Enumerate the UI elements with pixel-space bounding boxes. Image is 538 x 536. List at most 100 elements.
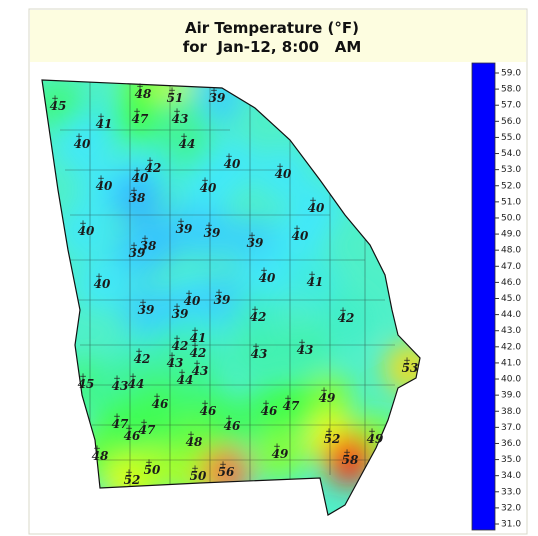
colorbar-tick-label: 50.0 [501,213,521,223]
station-value: 42 [145,161,162,175]
station-value: 53 [402,361,419,375]
station-marker: + [139,298,147,308]
station-marker: + [298,338,306,348]
station-marker: + [252,342,260,352]
station-marker: + [343,448,351,458]
station-marker: + [225,414,233,424]
station-value: 40 [184,294,201,308]
heat-blob [233,328,285,380]
station-value: 49 [319,391,336,405]
station-value: 51 [167,91,184,105]
station-value: 44 [177,373,194,387]
station-marker: + [185,289,193,299]
station-value: 43 [172,112,189,126]
heat-blob [182,162,234,214]
station-marker: + [97,174,105,184]
station-value: 45 [50,99,67,113]
station-value: 47 [139,423,156,437]
heat-blob [257,148,309,200]
station-marker: + [51,94,59,104]
station-value: 44 [128,377,145,391]
colorbar-ticks: 59.0 58.0 57.0 56.0 55.0 54.0 53.0 52.0 51.0 50.0… [495,69,521,530]
station-marker: + [320,386,328,396]
station-value: 40 [275,167,292,181]
station-marker: + [309,196,317,206]
station-labels: +45+48 +51 +39+41+47 +43+40 +44+40+42+40+40+… [50,82,419,487]
colorbar-tick-label: 58.0 [501,85,521,95]
station-value: 46 [224,419,241,433]
station-value: 47 [283,399,300,413]
station-marker: + [210,86,218,96]
station-value: 46 [261,404,278,418]
colorbar-tick-label: 41.0 [501,358,521,368]
station-value: 47 [112,417,129,431]
station-value: 45 [78,377,95,391]
station-value: 39 [209,91,226,105]
station-value: 40 [308,201,325,215]
station-value: 39 [138,303,155,317]
station-marker: + [225,152,233,162]
station-marker: + [136,82,144,92]
station-marker: + [125,424,133,434]
heat-blob [111,172,163,224]
colorbar-tick-label: 34.0 [501,471,521,481]
station-value: 38 [140,239,157,253]
title-box [30,10,526,62]
station-value: 40 [292,229,309,243]
colorbar-tick-label: 52.0 [501,181,521,191]
station-marker: + [173,107,181,117]
station-value: 39 [172,307,189,321]
station-marker: + [191,464,199,474]
colorbar-tick-label: 36.0 [501,439,521,449]
colorbar-tick-label: 35.0 [501,455,521,465]
station-value: 41 [307,275,324,289]
heat-blob [279,324,331,376]
station-marker: + [125,468,133,478]
colorbar-tick-label: 59.0 [501,69,521,79]
heat-blob [186,207,238,259]
station-marker: + [129,372,137,382]
heat-blob [384,342,420,394]
station-value: 40 [259,271,276,285]
station-marker: + [97,112,105,122]
station-value: 49 [367,432,384,446]
station-value: 46 [152,397,169,411]
station-value: 46 [200,404,217,418]
station-value: 40 [224,157,241,171]
station-value: 40 [132,171,149,185]
heat-blob [232,291,284,343]
station-value: 42 [172,339,189,353]
station-marker: + [201,176,209,186]
station-value: 58 [342,453,359,467]
station-value: 41 [190,331,207,345]
colorbar-tick-label: 39.0 [501,391,521,401]
station-marker: + [135,347,143,357]
heat-blob [265,380,317,432]
station-marker: + [262,399,270,409]
station-value: 40 [94,277,111,291]
station-value: 42 [190,346,207,360]
county-lines [60,82,395,488]
station-marker: + [79,219,87,229]
station-value: 50 [144,463,161,477]
heat-blob [114,93,166,145]
station-marker: + [140,418,148,428]
station-marker: + [251,305,259,315]
heat-blob [320,292,372,344]
station-value: 50 [190,469,207,483]
station-value: 40 [96,179,113,193]
station-value: 39 [204,226,221,240]
heat-blob [111,227,163,279]
station-marker: + [130,186,138,196]
station-value: 52 [124,473,141,487]
station-marker: + [339,306,347,316]
station-marker: + [178,368,186,378]
station-marker: + [276,162,284,172]
station-marker: + [325,427,333,437]
colorbar-tick-label: 55.0 [501,133,521,143]
colorbar-tick-label: 33.0 [501,487,521,497]
station-value: 42 [338,311,355,325]
station-marker: + [173,334,181,344]
heat-blob [274,210,326,262]
